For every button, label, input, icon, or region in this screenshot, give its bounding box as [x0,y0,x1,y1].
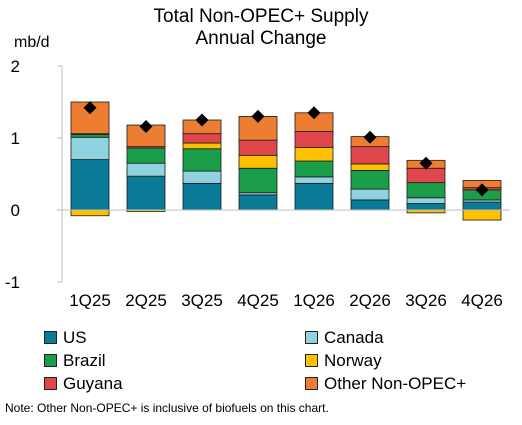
x-tick-label: 4Q25 [237,291,279,310]
bar-segment [126,147,166,164]
bar-segment [406,197,446,204]
legend-label: Guyana [63,374,123,393]
bar-segment [182,148,222,172]
bar-segment [462,209,502,221]
bar-segment [294,176,334,184]
chart-note: Note: Other Non-OPEC+ is inclusive of bi… [5,401,329,415]
legend-item: Other Non-OPEC+ [305,375,466,393]
bar-segment [350,146,390,165]
bar-segment [406,182,446,199]
legend-item: US [44,329,87,347]
total-diamond-marker [475,183,489,197]
bar-segment [294,182,334,211]
legend-item: Guyana [44,375,123,393]
total-diamond-marker [363,130,377,144]
bar-segment [70,133,110,138]
x-tick-label: 2Q25 [125,291,167,310]
legend-swatch [44,331,57,344]
bar-segment [238,154,278,169]
bar-segment [406,167,446,184]
x-tick-label: 3Q26 [405,291,447,310]
legend-label: Brazil [63,351,106,370]
y-tick-label: -1 [5,273,20,292]
legend-swatch [305,331,318,344]
bar-segment [350,188,390,201]
legend-label: US [63,328,87,347]
x-tick-label: 4Q26 [461,291,503,310]
legend-label: Norway [324,351,382,370]
legend-swatch [44,377,57,390]
chart-title: Total Non-OPEC+ Supply [153,6,369,27]
bar-segment [70,159,110,211]
legend-item: Norway [305,352,382,370]
bar-segment [182,170,222,184]
bar-segment [182,133,222,144]
x-tick-label: 1Q26 [293,291,335,310]
bar-segment [294,160,334,178]
bar-segment [70,136,110,160]
bar-segment [126,175,166,211]
total-diamond-marker [83,101,97,115]
total-diamond-marker [419,156,433,170]
y-tick-label: 1 [11,129,20,148]
bar-segment [406,203,446,211]
y-axis-unit-label: mb/d [14,34,50,51]
bar-segment [238,139,278,156]
y-tick-label: 0 [11,201,20,220]
total-diamond-marker [251,109,265,123]
bar-segment [350,163,390,171]
bar-segment [294,146,334,162]
total-diamond-marker [139,119,153,133]
legend-item: Canada [305,329,384,347]
bar-segment [70,209,110,217]
bar-segment [182,142,222,150]
x-tick-label: 3Q25 [181,291,223,310]
bar-segment [126,162,166,177]
legend-swatch [44,354,57,367]
x-tick-label: 1Q25 [69,291,111,310]
bar-segment [462,201,502,211]
legend-label: Other Non-OPEC+ [324,374,467,393]
legend-swatch [305,354,318,367]
x-tick-label: 2Q26 [349,291,391,310]
legend-item: Brazil [44,352,106,370]
bar-segment [294,131,334,148]
y-tick-label: 2 [11,57,20,76]
bar-segment [238,167,278,194]
legend-label: Canada [324,328,384,347]
total-diamond-marker [195,113,209,127]
bar-segment [350,199,390,211]
total-diamond-marker [307,106,321,120]
legend-swatch [305,377,318,390]
bar-segment [350,169,390,190]
chart-subtitle: Annual Change [195,28,327,49]
bar-segment [238,194,278,211]
bar-segment [182,182,222,211]
